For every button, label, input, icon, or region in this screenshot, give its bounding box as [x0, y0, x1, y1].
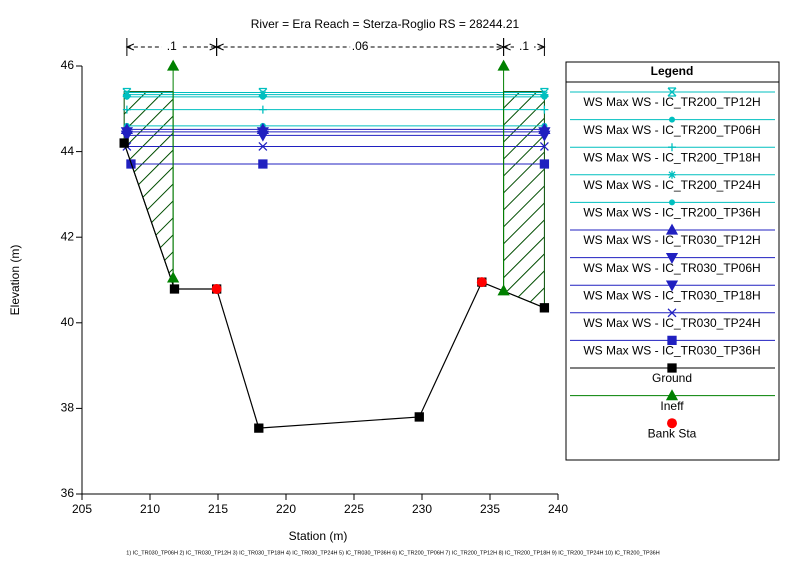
marker: [414, 412, 424, 422]
marker: [211, 283, 222, 294]
series: [122, 90, 549, 99]
legend-label: WS Max WS - IC_TR030_TP36H: [583, 344, 760, 358]
marker: [667, 308, 677, 318]
marker: [669, 199, 675, 206]
marker: [258, 142, 268, 151]
marker: [539, 303, 550, 313]
marker: [667, 87, 677, 97]
x-axis-label: Station (m): [289, 529, 348, 543]
marker: [119, 138, 129, 148]
marker: [497, 59, 510, 71]
n-label: .06: [352, 39, 369, 53]
legend-label: WS Max WS - IC_TR030_TP18H: [583, 288, 760, 302]
marker: [667, 363, 677, 373]
n-label-bg: [514, 40, 534, 54]
marker: [167, 59, 180, 71]
legend-label: WS Max WS - IC_TR200_TP24H: [583, 178, 760, 192]
x-tick-label: 220: [276, 502, 296, 516]
marker: [476, 277, 487, 288]
marker: [540, 105, 549, 114]
marker: [258, 159, 268, 169]
x-tick-label: 240: [548, 502, 568, 516]
footer: 1) IC_TR030_TP06H 2) IC_TR030_TP12H 3) I…: [126, 550, 659, 556]
marker: [256, 130, 269, 142]
series: [122, 87, 549, 98]
marker: [540, 90, 549, 99]
legend-label: Ground: [652, 371, 692, 385]
x-tick-label: 205: [72, 502, 92, 516]
ineffective-area: [503, 91, 545, 309]
series-line: [172, 66, 505, 291]
marker: [167, 271, 180, 283]
legend-label: WS Max WS - IC_TR200_TP18H: [583, 150, 760, 164]
marker: [665, 252, 679, 264]
legend-label: WS Max WS - IC_TR200_TP06H: [583, 123, 760, 137]
marker: [122, 90, 131, 99]
marker: [258, 90, 267, 99]
marker: [497, 284, 510, 296]
marker: [539, 142, 549, 151]
legend-label: Ineff: [660, 399, 684, 413]
marker: [122, 105, 131, 114]
x-tick-label: 235: [480, 502, 500, 516]
legend-label: WS Max WS - IC_TR200_TP36H: [583, 206, 760, 220]
y-tick-label: 36: [61, 486, 75, 500]
y-axis-label: Elevation (m): [8, 245, 22, 316]
marker: [668, 143, 676, 152]
legend-label: WS Max WS - IC_TR200_TP12H: [583, 95, 760, 109]
marker: [258, 105, 267, 114]
marker: [169, 284, 180, 294]
marker: [539, 159, 550, 169]
series: [120, 130, 551, 142]
n-label-bg: [350, 40, 371, 54]
x-tick-label: 225: [344, 502, 364, 516]
x-tick-label: 230: [412, 502, 432, 516]
legend-label: Bank Sta: [648, 426, 697, 440]
n-label-bg: [161, 40, 182, 54]
marker: [667, 418, 677, 429]
marker: [668, 170, 676, 179]
legend-label: WS Max WS - IC_TR030_TP24H: [583, 316, 760, 330]
legend-title: Legend: [651, 64, 694, 78]
series: [167, 59, 510, 296]
marker: [538, 130, 551, 142]
ineffective-area: [123, 91, 174, 286]
n-arrow: [502, 43, 546, 51]
y-tick-label: 44: [61, 144, 75, 158]
chart-title: River = Era Reach = Sterza-Roglio RS = 2…: [251, 17, 520, 31]
marker: [254, 423, 264, 433]
marker: [665, 280, 679, 292]
marker: [665, 223, 679, 235]
marker: [120, 130, 133, 142]
y-tick-label: 46: [61, 58, 75, 72]
series: [211, 277, 487, 294]
marker: [667, 335, 677, 346]
series: [126, 159, 550, 169]
n-label: .1: [519, 39, 529, 53]
n-label: .1: [167, 39, 177, 53]
series: [123, 122, 548, 129]
marker: [669, 116, 675, 123]
series: [122, 105, 549, 114]
legend-label: WS Max WS - IC_TR030_TP12H: [583, 233, 760, 247]
x-tick-label: 210: [140, 502, 160, 516]
y-tick-label: 42: [61, 229, 75, 243]
x-tick-label: 215: [208, 502, 228, 516]
legend-label: WS Max WS - IC_TR030_TP06H: [583, 261, 760, 275]
y-tick-label: 38: [61, 401, 75, 415]
y-tick-label: 40: [61, 315, 75, 329]
series: [122, 142, 549, 151]
marker: [665, 389, 679, 401]
